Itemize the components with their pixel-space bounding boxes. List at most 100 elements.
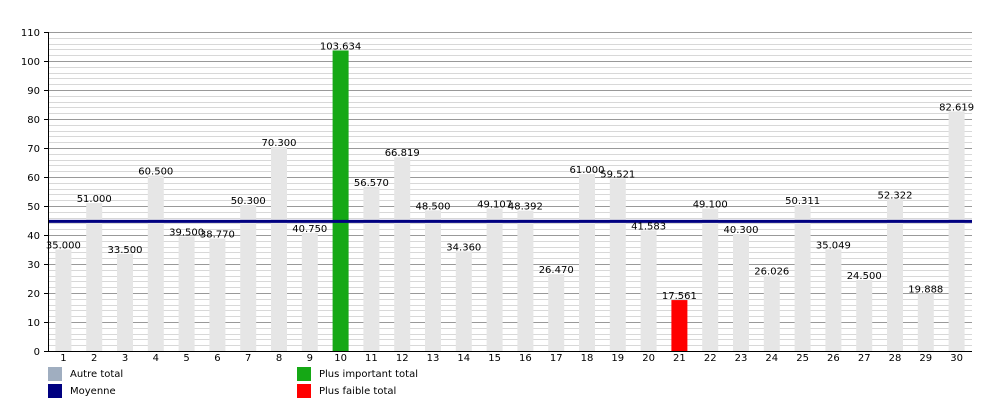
x-tick-label: 13 [427,353,440,364]
bar [455,251,472,351]
legend-label-min: Plus faible total [319,385,397,397]
x-tick-label: 28 [889,353,902,364]
x-tick-label: 5 [183,353,189,364]
legend-label-max: Plus important total [319,368,418,380]
legend-swatch-autre [48,367,62,381]
x-tick-label: 24 [765,353,778,364]
y-tick-label: 110 [21,28,40,39]
data-label: 82.619 [939,102,974,113]
data-label: 38.770 [200,230,235,241]
bar [332,50,349,352]
data-label: 17.561 [662,291,697,302]
y-tick-label: 60 [27,173,40,184]
bar [794,205,811,351]
bar [271,147,287,351]
bar [425,210,441,351]
bar [147,175,164,351]
x-tick-label: 3 [122,353,128,364]
legend-item-moyenne: Moyenne [48,384,116,398]
x-tick-label: 19 [611,353,624,364]
x-tick-label: 8 [276,353,282,364]
y-tick-label: 100 [21,57,40,68]
bar [702,208,719,351]
data-label: 19.888 [908,284,943,295]
data-label: 48.500 [416,201,451,212]
bar [394,157,411,351]
x-tick-label: 10 [334,353,347,364]
data-label: 49.100 [693,200,728,211]
bar [640,230,657,351]
bars [55,50,965,352]
bar [178,236,195,351]
legend-label-moyenne: Moyenne [70,385,116,397]
data-label: 26.026 [754,267,789,278]
x-tick-label: 14 [457,353,470,364]
data-label: 48.392 [508,202,543,213]
grid-lines [48,32,972,346]
bar [209,238,226,351]
x-tick-label: 1 [60,353,66,364]
data-label: 66.819 [385,148,420,159]
x-tick-label: 25 [796,353,809,364]
y-tick-label: 80 [27,115,40,126]
data-label: 49.107 [477,200,512,211]
x-tick-label: 12 [396,353,409,364]
data-label: 61.000 [570,165,605,176]
x-tick-label: 22 [704,353,717,364]
bar [517,210,534,351]
data-label: 59.521 [600,169,635,180]
bar [363,186,380,351]
legend-swatch-moyenne [48,384,62,398]
data-label: 33.500 [108,245,143,256]
data-label: 52.322 [878,190,913,201]
x-tick-label: 20 [642,353,655,364]
bar [825,249,842,351]
x-tick-label: 9 [307,353,313,364]
data-label: 40.300 [724,225,759,236]
x-tick-label: 26 [827,353,840,364]
x-tick-label: 4 [153,353,159,364]
data-label: 35.049 [816,240,851,251]
data-label: 50.311 [785,196,820,207]
x-tick-label: 17 [550,353,563,364]
bar [240,205,257,351]
x-tick-label: 30 [950,353,963,364]
data-label: 50.300 [231,196,266,207]
x-tick-label: 2 [91,353,97,364]
bar [917,293,934,351]
y-tick-label: 40 [27,231,40,242]
x-tick-label: 11 [365,353,378,364]
data-label: 39.500 [169,227,204,238]
data-label: 70.300 [262,138,297,149]
bar [486,208,503,351]
bar [887,199,903,351]
legend-swatch-max [297,367,311,381]
bar [117,253,133,351]
data-label: 56.570 [354,178,389,189]
bar [671,300,688,351]
y-tick-label: 0 [34,347,40,358]
bar [86,203,103,351]
legend-item-min: Plus faible total [297,384,396,398]
y-tick-label: 20 [27,289,40,300]
x-tick-label: 29 [919,353,932,364]
y-tick-label: 10 [27,318,40,329]
data-label: 24.500 [847,271,882,282]
data-label: 60.500 [138,167,173,178]
x-tick-label: 16 [519,353,532,364]
bar [763,275,780,351]
x-tick-label: 15 [488,353,501,364]
x-tick-label: 18 [581,353,594,364]
legend-swatch-min [297,384,311,398]
data-label: 103.634 [320,41,361,52]
data-label: 26.470 [539,265,574,276]
bar [733,234,749,351]
bar [948,111,965,351]
bar [609,178,626,351]
x-tick-label: 27 [858,353,871,364]
data-label: 34.360 [446,242,481,253]
bar [579,174,595,351]
